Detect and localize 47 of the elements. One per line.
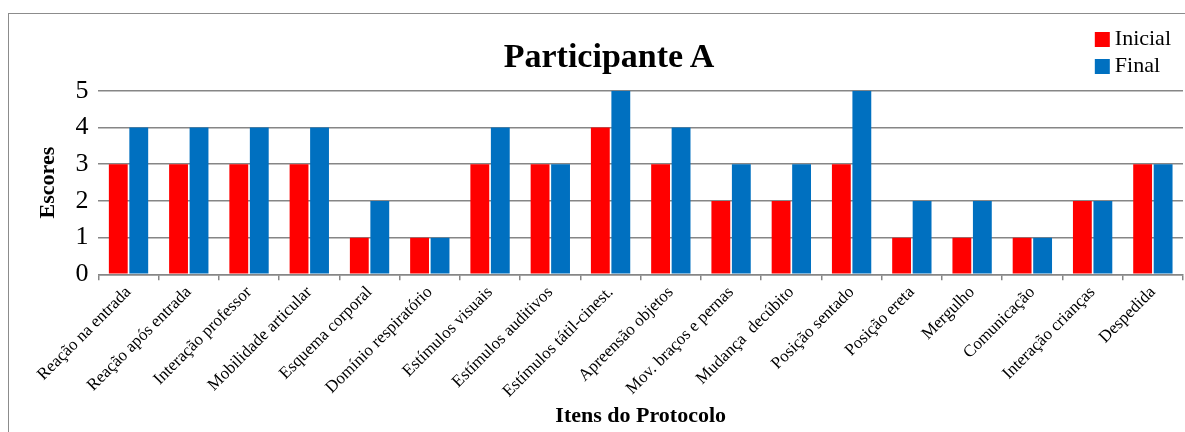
bar [169,164,188,274]
bar [1093,200,1113,274]
y-tick-label: 1 [75,221,89,251]
bar [611,90,631,274]
bar [1033,237,1053,274]
bar [1072,200,1092,274]
y-axis-title: Escores [33,146,59,219]
bar [470,164,490,274]
bar [530,164,550,274]
bar [711,200,731,274]
bar [310,127,329,274]
bar [831,164,851,274]
bar [189,127,209,274]
bar [912,200,932,274]
bar [249,127,269,274]
bar [289,164,309,274]
y-tick-label: 0 [75,258,89,288]
y-tick-label: 3 [75,148,89,178]
chart-title: Participante A [503,37,715,75]
legend-label: Inicial [1114,25,1172,51]
bar [229,164,249,274]
bar [731,164,751,274]
bar [852,90,872,274]
bar [108,164,128,274]
bar [1133,164,1153,274]
bar [792,164,812,274]
bar [952,237,972,274]
bar [129,127,149,274]
bar [410,237,429,274]
bar [1012,237,1032,274]
bar [972,200,992,274]
bar [349,237,369,274]
bar [1153,164,1173,274]
bar [892,237,912,274]
bar [551,164,570,274]
legend-label: Final [1114,52,1161,78]
x-axis-title: Itens do Protocolo [555,402,727,428]
bar [430,237,450,274]
bar [490,127,510,274]
bar [370,200,390,274]
y-tick-label: 2 [75,184,89,214]
bar [771,200,791,274]
bar [671,127,691,274]
bar [590,127,610,274]
y-tick-label: 4 [75,111,89,141]
y-tick-label: 5 [75,74,89,104]
bar [651,164,671,274]
